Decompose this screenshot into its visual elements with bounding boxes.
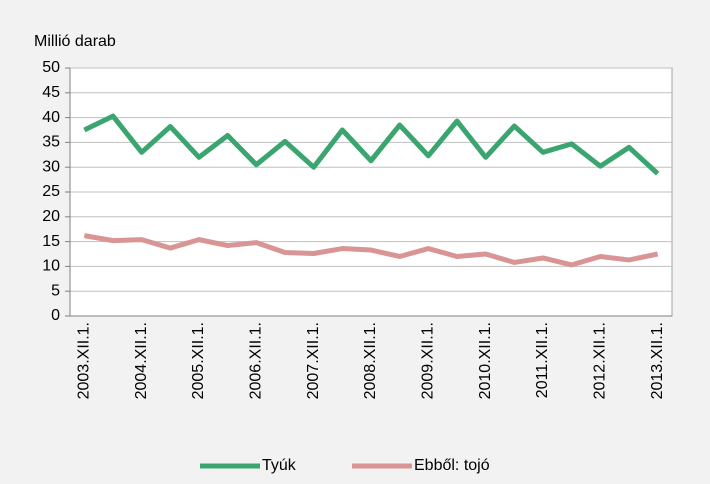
y-tick-label: 50	[42, 59, 60, 76]
y-tick-label: 25	[42, 183, 60, 200]
y-tick-label: 30	[42, 158, 60, 175]
y-tick-label: 0	[51, 307, 60, 324]
x-tick-label: 2010.XII.1.	[477, 322, 494, 399]
x-tick-label: 2012.XII.1.	[592, 322, 609, 399]
series-line	[83, 233, 659, 268]
series-line	[83, 113, 660, 176]
y-tick-label: 15	[42, 233, 60, 250]
x-tick-label: 2004.XII.1.	[133, 322, 150, 399]
x-tick-label: 2013.XII.1.	[649, 322, 666, 399]
x-tick-label: 2005.XII.1.	[190, 322, 207, 399]
x-tick-label: 2006.XII.1.	[248, 322, 265, 399]
x-tick-label: 2003.XII.1.	[76, 322, 93, 399]
y-tick-label: 10	[42, 258, 60, 275]
x-tick-label: 2008.XII.1.	[362, 322, 379, 399]
y-tick-label: 40	[42, 109, 60, 126]
x-tick-label: 2007.XII.1.	[305, 322, 322, 399]
y-axis-label: Millió darab	[34, 33, 116, 50]
y-tick-label: 35	[42, 134, 60, 151]
y-tick-label: 5	[51, 282, 60, 299]
x-tick-label: 2011.XII.1.	[534, 322, 551, 398]
legend-label: Ebből: tojó	[414, 457, 490, 474]
legend-label: Tyúk	[262, 457, 297, 474]
y-tick-label: 45	[42, 84, 60, 101]
x-tick-label: 2009.XII.1.	[420, 322, 437, 399]
y-tick-label: 20	[42, 208, 60, 225]
